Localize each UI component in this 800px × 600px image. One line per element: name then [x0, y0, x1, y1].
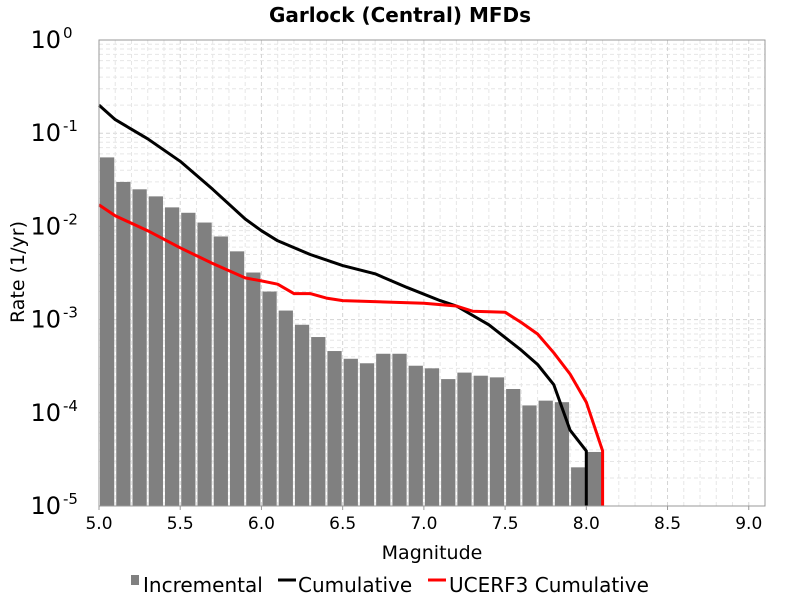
incremental-bar [392, 353, 407, 506]
y-tick-label: 10 -2 [30, 210, 78, 240]
incremental-bar [343, 358, 358, 506]
incremental-bar [246, 272, 261, 506]
cumulative-line [97, 103, 588, 506]
incremental-bar [294, 324, 310, 506]
incremental-bar [522, 405, 537, 506]
incremental-bar [473, 375, 488, 506]
y-tick-label: 10 -5 [30, 490, 78, 520]
incremental-bar [424, 368, 440, 506]
x-tick-label: 7.5 [492, 514, 519, 534]
x-axis-ticks: 5.0 5.5 6.0 6.5 7.0 7.5 8.0 8.5 9.0 [85, 506, 762, 534]
y-tick-label: 10 0 [30, 24, 72, 54]
y-tick-label: 10 -3 [30, 304, 78, 334]
incremental-bars [100, 157, 602, 507]
x-tick-label: 5.5 [167, 514, 194, 534]
x-tick-label: 9.0 [735, 514, 762, 534]
incremental-bar [278, 310, 293, 506]
x-tick-label: 6.0 [248, 514, 275, 534]
y-tick-label: 10 -4 [30, 397, 78, 427]
ucerf3-cumulative-line [98, 203, 605, 506]
incremental-bar [376, 353, 391, 506]
y-axis-label: Rate (1/yr) [7, 221, 29, 323]
incremental-bar [327, 351, 342, 506]
chart-title: Garlock (Central) MFDs [269, 3, 531, 27]
x-tick-label: 8.0 [573, 514, 600, 534]
incremental-bar [571, 467, 586, 506]
incremental-bar [538, 400, 553, 506]
incremental-bar [100, 157, 115, 506]
incremental-bar [441, 379, 456, 506]
incremental-bar [148, 196, 163, 507]
incremental-bar [132, 189, 147, 506]
grid [98, 39, 765, 507]
incremental-bar [262, 291, 277, 506]
legend: Incremental Cumulative UCERF3 Cumulative [131, 573, 649, 597]
incremental-bar [554, 402, 570, 506]
incremental-bar [229, 251, 245, 506]
incremental-bar [164, 207, 180, 506]
incremental-bar [457, 372, 472, 506]
x-axis-label: Magnitude [382, 542, 483, 564]
incremental-bar [587, 451, 602, 506]
legend-swatch-incremental [131, 575, 139, 585]
x-tick-label: 7.0 [410, 514, 437, 534]
incremental-bar [116, 181, 131, 506]
y-tick-label: 10 -1 [30, 117, 78, 147]
cumulative-lines [97, 103, 605, 506]
incremental-bar [408, 365, 423, 506]
incremental-bar [213, 236, 228, 506]
incremental-bar [311, 337, 326, 506]
plot-frame [98, 39, 766, 507]
x-tick-label: 6.5 [329, 514, 356, 534]
legend-label-cumulative: Cumulative [298, 573, 412, 597]
legend-label-incremental: Incremental [143, 573, 263, 597]
incremental-bar [489, 377, 505, 506]
x-tick-label: 8.5 [654, 514, 681, 534]
legend-label-ucerf3: UCERF3 Cumulative [449, 573, 649, 597]
incremental-bar [197, 222, 212, 506]
incremental-bar [181, 212, 196, 506]
x-tick-label: 5.0 [85, 514, 112, 534]
incremental-bar [506, 389, 521, 506]
incremental-bar [359, 363, 375, 506]
